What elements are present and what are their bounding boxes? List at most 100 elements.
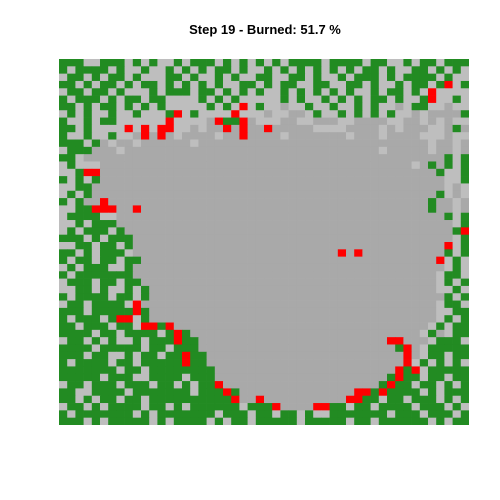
cell-burned [411,168,421,177]
cell-burned [116,154,125,162]
cell-empty [255,66,265,74]
cell-burned [264,322,273,331]
cell-tree [173,410,183,419]
cell-burned [91,183,101,192]
cell-burned [206,256,216,265]
cell-burned [190,256,199,265]
cell-empty [280,110,289,118]
cell-burned [387,344,396,353]
cell-burned [255,124,265,133]
cell-tree [157,388,166,397]
cell-burned [255,249,265,257]
cell-burned [419,271,429,279]
cell-burned [149,205,158,214]
cell-burned [444,198,453,206]
cell-empty [132,373,142,382]
cell-tree [59,198,68,206]
cell-burned [313,234,322,243]
cell-burned [411,315,421,323]
cell-burned [214,205,224,214]
cell-burned [239,234,248,243]
cell-burned [231,293,240,301]
cell-empty [436,388,445,397]
cell-burned [83,154,93,162]
cell-burned [370,278,380,287]
cell-tree [157,366,166,375]
cell-burned [329,205,339,214]
cell-tree [288,73,298,82]
cell-tree [206,373,216,382]
cell-tree [460,293,469,301]
cell-burned [313,315,322,323]
cell-burned [272,198,281,206]
cell-empty [247,95,257,104]
cell-burned [354,146,363,155]
cell-empty [436,395,445,404]
cell-burned [337,146,347,155]
cell-burned [329,366,339,375]
cell-tree [190,344,199,353]
cell-burned [378,256,388,265]
cell-empty [108,322,117,331]
cell-burning [395,373,404,382]
cell-burned [387,176,396,184]
cell-burning [132,307,142,316]
cell-burned [436,110,445,118]
cell-tree [100,249,109,257]
cell-empty [83,388,93,397]
cell-empty [75,388,84,397]
cell-empty [460,337,469,345]
cell-burned [132,161,142,170]
cell-burned [280,351,289,360]
cell-empty [100,234,109,243]
cell-empty [305,117,314,126]
cell-empty [83,234,93,243]
cell-tree [387,395,396,404]
cell-tree [91,322,101,331]
cell-burned [419,256,429,265]
cell-burned [436,146,445,155]
cell-tree [280,410,289,419]
cell-empty [428,359,437,367]
cell-empty [305,80,314,89]
cell-empty [190,88,199,96]
cell-tree [67,344,76,353]
cell-burned [329,344,339,353]
cell-burned [264,395,273,404]
cell-tree [313,110,322,118]
cell-empty [59,242,68,250]
cell-burned [387,263,396,272]
cell-tree [91,307,101,316]
cell-burned [255,271,265,279]
cell-tree [190,403,199,411]
cell-burned [354,373,363,382]
cell-burned [223,249,232,257]
cell-tree [108,395,117,404]
cell-burned [296,278,306,287]
cell-burned [321,146,330,155]
cell-empty [132,322,142,331]
cell-burned [444,110,453,118]
cell-empty [378,66,388,74]
cell-burned [223,300,232,309]
cell-burned [100,139,109,148]
cell-burned [354,263,363,272]
cell-empty [75,124,84,133]
cell-empty [67,242,76,250]
cell-burning [460,227,469,236]
cell-burned [255,198,265,206]
cell-empty [255,80,265,89]
cell-tree [124,410,134,419]
cell-burned [411,271,421,279]
cell-burned [141,168,150,177]
cell-empty [296,80,306,89]
cell-burned [206,220,216,228]
cell-burned [305,132,314,140]
cell-burned [337,388,347,397]
cell-tree [444,271,453,279]
cell-burned [411,212,421,221]
cell-tree [190,337,199,345]
cell-burned [264,285,273,294]
cell-burned [337,161,347,170]
cell-tree [452,359,462,367]
